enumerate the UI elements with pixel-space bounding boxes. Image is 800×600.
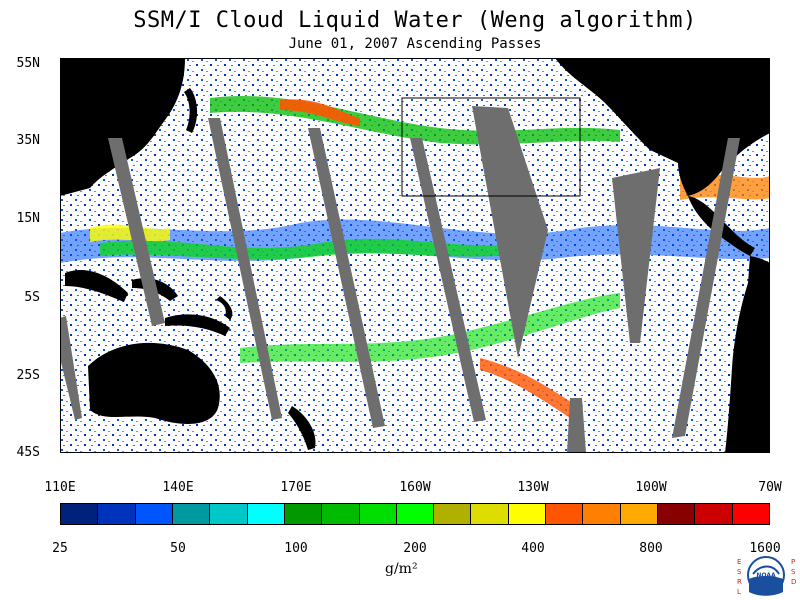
- color-scale-cell-7: [322, 504, 360, 524]
- scale-label-400: 400: [521, 541, 545, 556]
- south-america-landmass: [725, 256, 770, 453]
- color-scale-cell-1: [98, 504, 136, 524]
- color-scale-cell-9: [396, 504, 435, 524]
- color-scale-cell-10: [434, 504, 472, 524]
- units-label: g/m²: [385, 561, 418, 577]
- logo-center-text: NOAA: [756, 572, 776, 579]
- color-scale-cell-0: [61, 504, 99, 524]
- asia-landmass: [60, 58, 185, 196]
- color-scale-cell-11: [471, 504, 509, 524]
- maritime-continent-islands: [65, 269, 233, 336]
- no-data-swaths: [60, 106, 740, 453]
- map-frame: [60, 58, 770, 453]
- lat-label-45s: 45S: [16, 445, 40, 460]
- lat-label-25s: 25S: [16, 368, 40, 383]
- lon-label-110e: 110E: [44, 480, 76, 495]
- scale-label-800: 800: [639, 541, 663, 556]
- color-scale-cell-14: [583, 504, 621, 524]
- lat-label-35n: 35N: [16, 133, 40, 148]
- lon-label-170e: 170E: [280, 480, 312, 495]
- scale-label-200: 200: [403, 541, 427, 556]
- color-scale-cell-17: [695, 504, 733, 524]
- lon-label-130w: 130W: [517, 480, 549, 495]
- color-scale-cell-18: [732, 504, 769, 524]
- scale-label-25: 25: [52, 541, 68, 556]
- lat-label-15n: 15N: [16, 211, 40, 226]
- land-masses: [60, 58, 770, 453]
- lon-label-160w: 160W: [399, 480, 431, 495]
- lon-label-70w: 70W: [758, 480, 782, 495]
- lon-label-100w: 100W: [635, 480, 667, 495]
- color-scale-bar: [60, 503, 770, 525]
- cloud-water-map: [60, 58, 770, 453]
- color-scale-cell-8: [359, 504, 397, 524]
- color-scale-cell-12: [508, 504, 547, 524]
- lat-label-55n: 55N: [16, 56, 40, 71]
- color-scale-cell-4: [210, 504, 248, 524]
- scale-label-1600: 1600: [749, 541, 781, 556]
- japan-islands: [184, 88, 198, 133]
- scale-label-100: 100: [284, 541, 308, 556]
- map-title: SSM/I Cloud Liquid Water (Weng algorithm…: [133, 8, 697, 33]
- australia-landmass: [88, 342, 220, 424]
- scale-label-50: 50: [170, 541, 186, 556]
- region-outline-box: [401, 97, 581, 197]
- color-scale-cell-13: [546, 504, 584, 524]
- lat-label-5s: 5S: [24, 290, 40, 305]
- color-scale-cell-2: [135, 504, 173, 524]
- north-america-landmass: [555, 58, 770, 196]
- color-scale-cell-5: [247, 504, 285, 524]
- color-scale-cell-6: [284, 504, 323, 524]
- map-subtitle: June 01, 2007 Ascending Passes: [288, 36, 542, 52]
- lon-label-140e: 140E: [162, 480, 194, 495]
- color-scale-cell-15: [620, 504, 658, 524]
- color-scale-cell-3: [172, 504, 211, 524]
- new-zealand-islands: [288, 406, 316, 450]
- color-scale-cell-16: [658, 504, 696, 524]
